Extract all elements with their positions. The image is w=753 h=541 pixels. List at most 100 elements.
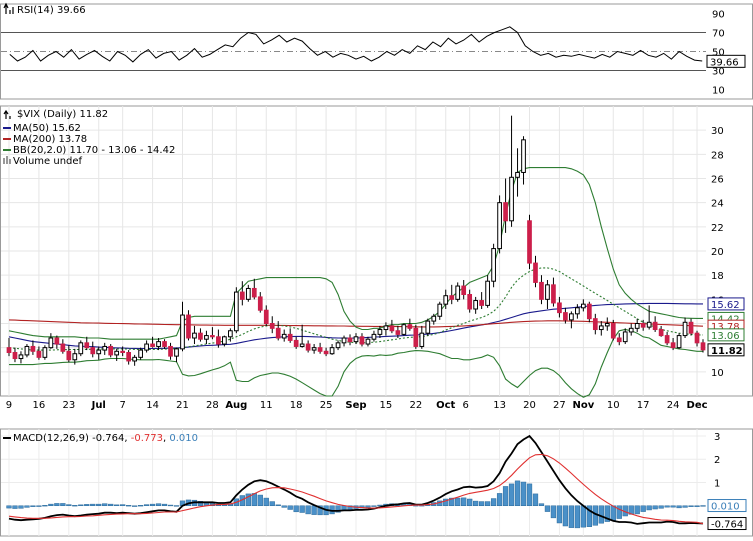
series-line-4 xyxy=(9,328,703,398)
candle-body xyxy=(54,337,60,345)
candle xyxy=(383,322,389,336)
candle-body xyxy=(371,333,377,340)
histogram-bar xyxy=(634,505,640,515)
candle xyxy=(575,304,580,319)
candle-body xyxy=(269,323,275,329)
histogram-bar xyxy=(544,505,551,512)
candle xyxy=(84,336,90,351)
macd-value-tag-text: 0.010 xyxy=(711,502,740,513)
date-tick-label: 27 xyxy=(553,400,566,411)
candle xyxy=(455,282,461,302)
candle xyxy=(281,329,287,342)
candle-body xyxy=(341,337,347,344)
macd-title: MACD(12,26,9) -0.764, -0.773, 0.010 xyxy=(13,433,198,444)
candle xyxy=(628,323,634,336)
date-tick-label: Oct xyxy=(436,400,455,411)
macd-tick-label: 3 xyxy=(714,432,720,443)
candle xyxy=(66,345,72,363)
histogram-bar xyxy=(461,497,467,507)
histogram-bar xyxy=(467,498,473,507)
macd-value-tag-text: -0.764 xyxy=(711,520,743,531)
candle-body xyxy=(503,202,508,222)
histogram-bar xyxy=(568,505,575,528)
histogram-bar xyxy=(120,504,126,507)
candle xyxy=(263,305,269,326)
candle-body xyxy=(610,323,616,339)
price-tick-label: 28 xyxy=(711,150,724,161)
histogram-bar xyxy=(108,503,114,507)
histogram-bar xyxy=(263,497,269,507)
candle-body xyxy=(144,343,149,351)
candle xyxy=(42,345,48,360)
date-tick-label: 14 xyxy=(146,400,159,411)
candle xyxy=(580,299,586,312)
histogram-bar xyxy=(12,505,18,509)
candle-body xyxy=(162,341,167,347)
candle-body xyxy=(425,320,431,334)
price-title: $VIX (Daily) 11.82 xyxy=(17,109,108,120)
candle xyxy=(120,346,126,357)
candle-body xyxy=(419,332,425,347)
candle-body xyxy=(551,284,556,304)
histogram-bar xyxy=(24,505,30,508)
candle-body xyxy=(132,356,137,362)
histogram-bar xyxy=(305,505,311,515)
price-tick-label: 24 xyxy=(711,199,724,210)
candle-body xyxy=(36,350,42,358)
histogram-bar xyxy=(84,504,90,507)
legend-entry: MA(200) 13.78 xyxy=(13,134,87,145)
histogram-bar xyxy=(143,504,150,507)
candle-body xyxy=(251,287,257,298)
histogram-bar xyxy=(18,505,24,509)
candle-body xyxy=(527,220,532,264)
candle-body xyxy=(640,323,646,328)
histogram-bar xyxy=(149,503,156,507)
histogram-bar xyxy=(592,505,598,526)
candle xyxy=(257,292,263,313)
candle xyxy=(407,318,413,331)
candle-body xyxy=(299,343,305,347)
legend-entry: Volume undef xyxy=(13,156,83,167)
candle xyxy=(239,281,245,306)
histogram-bar xyxy=(6,505,12,509)
candle-body xyxy=(521,139,526,173)
candle-body xyxy=(24,345,30,356)
histogram-bar xyxy=(478,501,485,507)
candle-body xyxy=(485,280,490,306)
candle xyxy=(114,348,120,361)
histogram-bar xyxy=(114,504,120,507)
histogram-bar xyxy=(42,505,48,507)
candle-body xyxy=(138,349,143,358)
candle xyxy=(245,284,251,302)
candle-body xyxy=(323,350,329,355)
candle xyxy=(287,328,293,343)
histogram-bar xyxy=(574,505,581,529)
rsi-tick-label: 70 xyxy=(712,29,725,40)
histogram-bar xyxy=(48,503,54,507)
candle xyxy=(467,289,473,313)
date-tick-label: Aug xyxy=(225,400,247,411)
candle-body xyxy=(497,202,502,250)
candle xyxy=(6,338,12,357)
candle-body xyxy=(616,337,622,343)
candle-body xyxy=(533,262,538,283)
candle-body xyxy=(545,284,550,300)
candle-body xyxy=(473,300,479,310)
candle xyxy=(311,344,317,354)
candle-body xyxy=(479,300,484,306)
candle xyxy=(395,325,401,338)
candle xyxy=(72,348,78,365)
candle xyxy=(269,316,275,334)
candle-body xyxy=(114,350,120,356)
candle-body xyxy=(383,325,389,331)
price-tick-label: 30 xyxy=(711,126,724,137)
candle-body xyxy=(245,287,251,300)
candle xyxy=(557,296,562,318)
candle-body xyxy=(389,325,395,332)
histogram-bar xyxy=(126,505,132,507)
histogram-bar xyxy=(96,503,102,507)
histogram-bar xyxy=(640,505,646,512)
candle-body xyxy=(676,335,682,349)
histogram-bar xyxy=(377,504,383,507)
